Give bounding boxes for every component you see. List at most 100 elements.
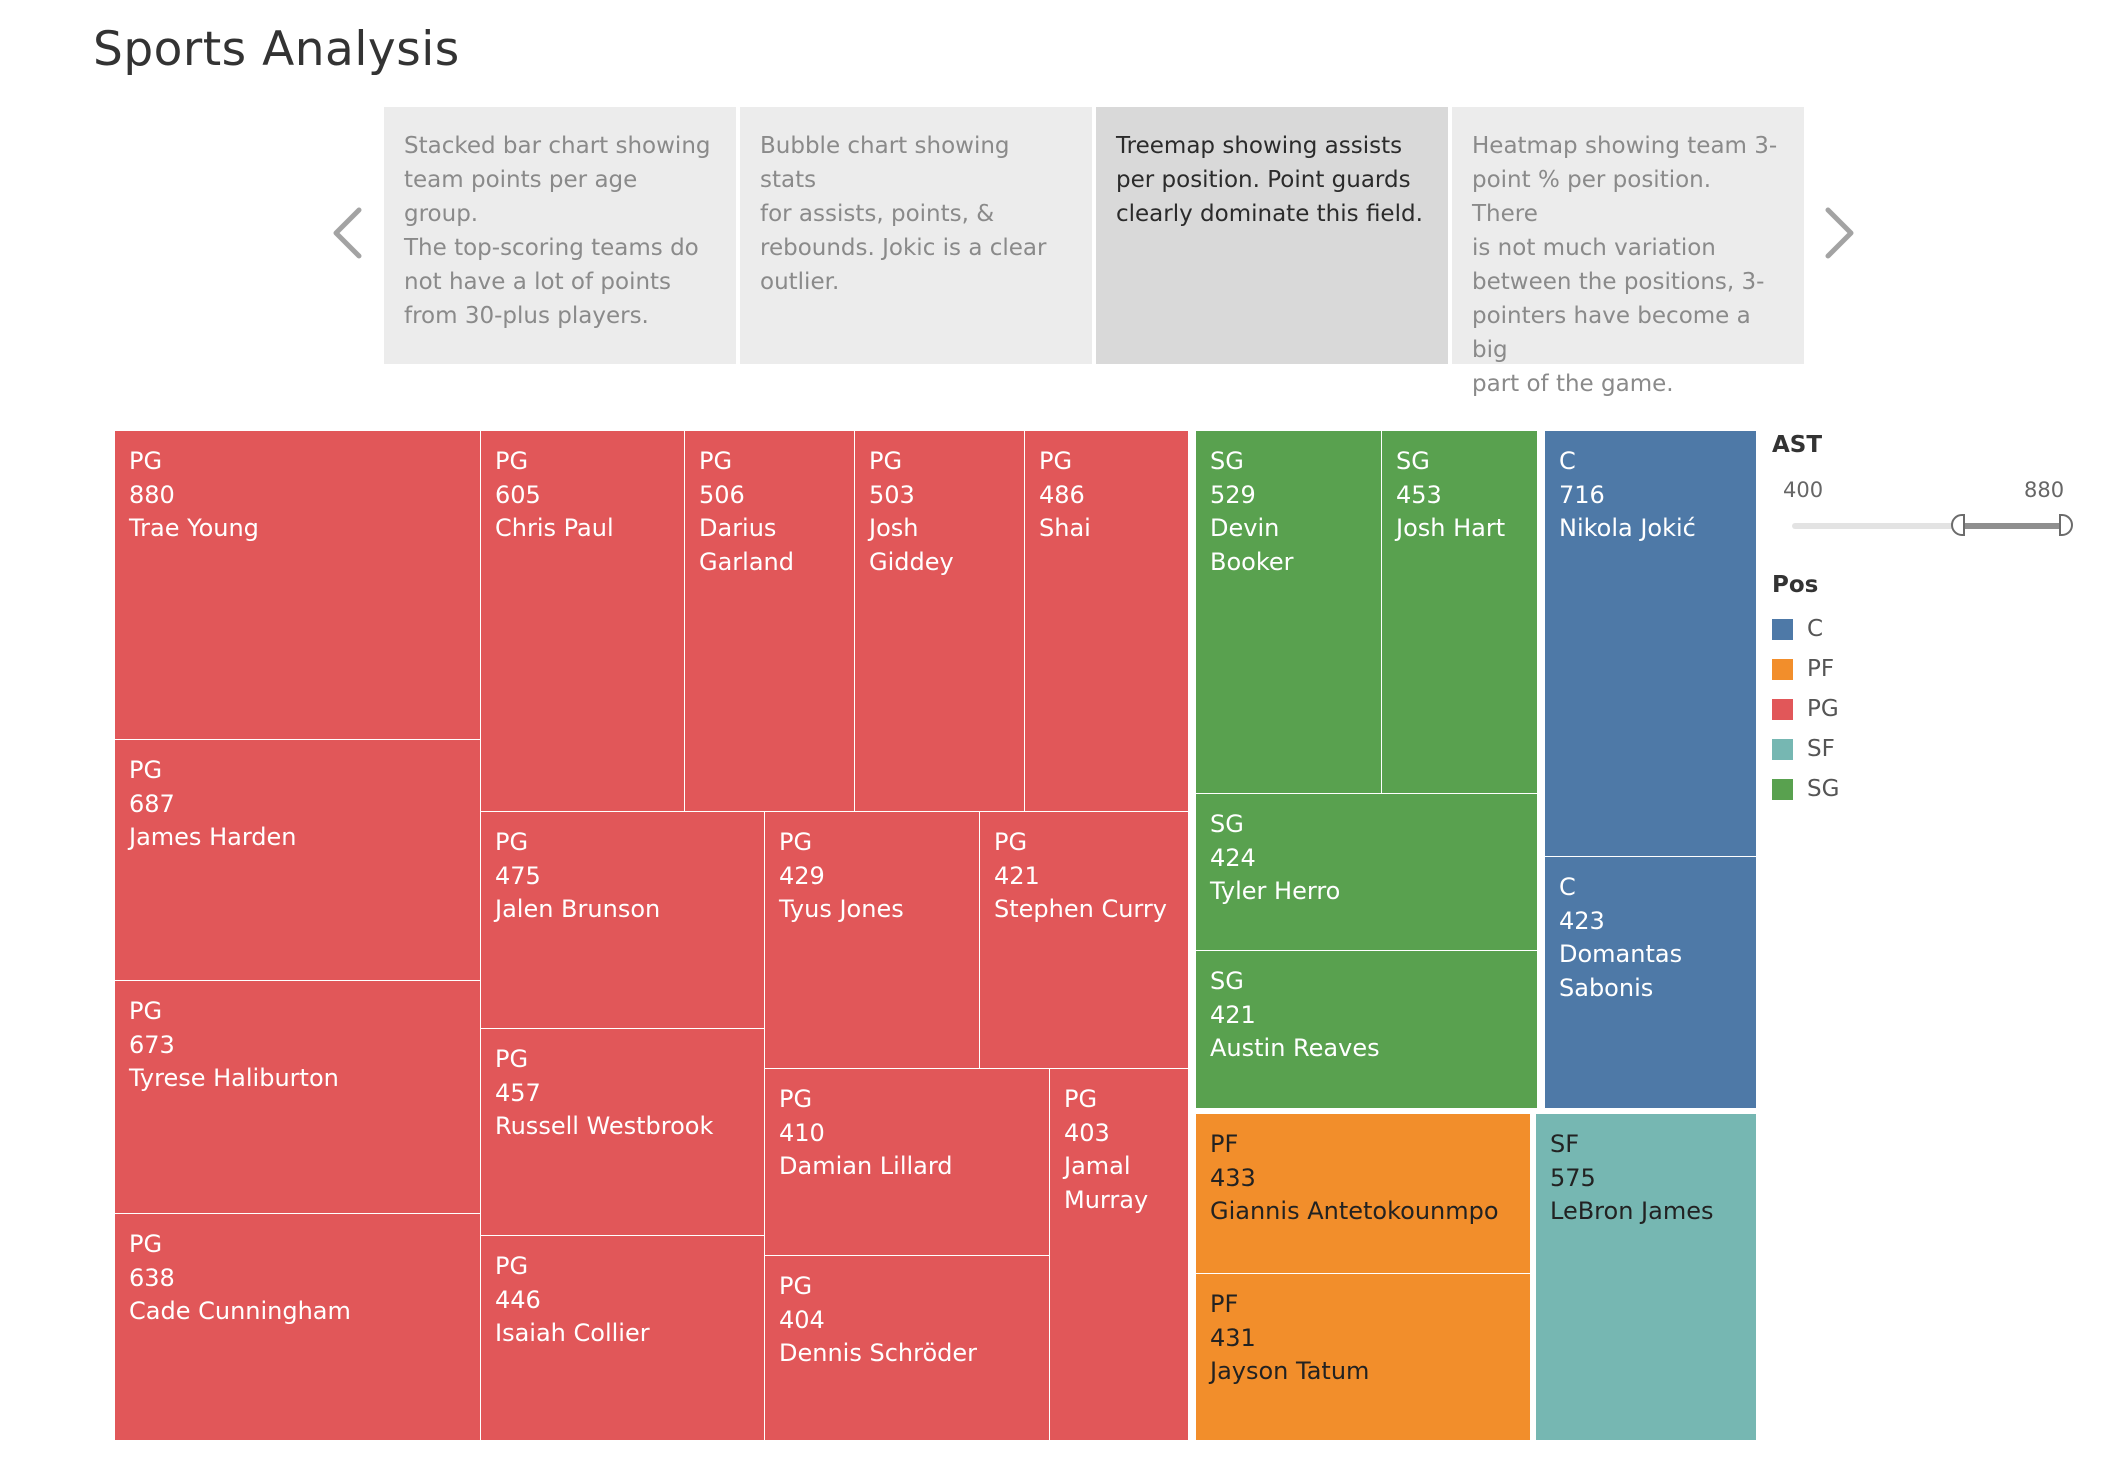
tile-player-name: Domantas Sabonis — [1559, 940, 1683, 1002]
legend-swatch — [1772, 619, 1793, 640]
treemap-tile[interactable]: PG 404 Dennis Schröder — [765, 1256, 1049, 1440]
tile-player-name: Cade Cunningham — [129, 1297, 351, 1325]
treemap-tile[interactable]: PG 880 Trae Young — [115, 431, 480, 739]
ast-filter-track[interactable] — [1792, 523, 2057, 529]
tile-assists-value: 403 — [1064, 1118, 1110, 1147]
legend-label: SF — [1807, 736, 1835, 762]
treemap-tile[interactable]: PG 506 Darius Garland — [685, 431, 854, 811]
tile-position-label: PG — [699, 447, 733, 475]
treemap-tile[interactable]: SG 453 Josh Hart — [1382, 431, 1537, 793]
story-point-2[interactable]: Bubble chart showing stats for assists, … — [740, 107, 1092, 364]
tile-player-name: Tyler Herro — [1210, 877, 1341, 905]
treemap-tile[interactable]: SG 529 Devin Booker — [1196, 431, 1381, 793]
treemap-tile[interactable]: PG 475 Jalen Brunson — [481, 812, 764, 1028]
tile-player-name: Chris Paul — [495, 514, 614, 542]
tile-position-label: PG — [994, 828, 1028, 856]
story-point-3[interactable]: Treemap showing assists per position. Po… — [1096, 107, 1448, 364]
legend-label: PF — [1807, 656, 1835, 682]
treemap-tile[interactable]: PG 403 Jamal Murray — [1050, 1069, 1188, 1440]
treemap-tile[interactable]: PG 429 Tyus Jones — [765, 812, 979, 1068]
treemap-tile[interactable]: PF 431 Jayson Tatum — [1196, 1274, 1530, 1440]
legend-label: PG — [1807, 696, 1839, 722]
tile-assists-value: 638 — [129, 1263, 175, 1292]
tile-player-name: Giannis Antetokounmpo — [1210, 1197, 1499, 1225]
treemap-tile[interactable]: PG 457 Russell Westbrook — [481, 1029, 764, 1235]
tile-position-label: PG — [779, 1272, 813, 1300]
tile-assists-value: 429 — [779, 861, 825, 890]
tile-assists-value: 880 — [129, 480, 175, 509]
treemap-tile[interactable]: PG 421 Stephen Curry — [980, 812, 1188, 1068]
tile-position-label: SG — [1210, 967, 1244, 995]
legend-swatch — [1772, 779, 1793, 800]
tile-position-label: PG — [1039, 447, 1073, 475]
tile-player-name: Jalen Brunson — [495, 895, 661, 923]
tile-player-name: Dennis Schröder — [779, 1339, 977, 1367]
treemap-tile[interactable]: PG 446 Isaiah Collier — [481, 1236, 764, 1440]
tile-position-label: PG — [129, 1230, 163, 1258]
treemap-tile[interactable]: SG 421 Austin Reaves — [1196, 951, 1537, 1108]
tile-player-name: Stephen Curry — [994, 895, 1167, 923]
treemap-tile[interactable]: PG 687 James Harden — [115, 740, 480, 980]
tile-player-name: Jamal Murray — [1064, 1152, 1149, 1214]
tile-position-label: SG — [1396, 447, 1430, 475]
treemap-tile[interactable]: PG 486 Shai — [1025, 431, 1188, 811]
treemap-tile[interactable]: PG 410 Damian Lillard — [765, 1069, 1049, 1255]
legend-title: Pos — [1772, 572, 1819, 598]
tile-assists-value: 457 — [495, 1078, 541, 1107]
tile-position-label: SG — [1210, 810, 1244, 838]
tile-assists-value: 421 — [1210, 1000, 1256, 1029]
tile-player-name: Devin Booker — [1210, 514, 1294, 576]
legend-label: SG — [1807, 776, 1840, 802]
tile-player-name: Trae Young — [129, 514, 259, 542]
tile-position-label: SF — [1550, 1130, 1580, 1158]
tile-position-label: PG — [129, 756, 163, 784]
treemap-tile[interactable]: C 716 Nikola Jokić — [1545, 431, 1756, 856]
tile-position-label: PG — [779, 828, 813, 856]
tile-player-name: Isaiah Collier — [495, 1319, 650, 1347]
tile-assists-value: 404 — [779, 1305, 825, 1334]
tile-player-name: Russell Westbrook — [495, 1112, 714, 1140]
tile-assists-value: 575 — [1550, 1163, 1596, 1192]
tile-player-name: Nikola Jokić — [1559, 514, 1696, 542]
tile-assists-value: 529 — [1210, 480, 1256, 509]
ast-filter-min-handle[interactable] — [1951, 514, 1965, 536]
tile-player-name: Shai — [1039, 514, 1091, 542]
treemap-tile[interactable]: PF 433 Giannis Antetokounmpo — [1196, 1114, 1530, 1273]
page-title: Sports Analysis — [93, 22, 460, 77]
ast-filter-min-label: 400 — [1783, 478, 1824, 502]
legend-swatch — [1772, 739, 1793, 760]
ast-filter-max-label: 880 — [2024, 478, 2065, 502]
treemap-tile[interactable]: PG 638 Cade Cunningham — [115, 1214, 480, 1440]
tile-player-name: Josh Hart — [1396, 514, 1506, 542]
story-point-1[interactable]: Stacked bar chart showing team points pe… — [384, 107, 736, 364]
next-story-button[interactable] — [1811, 202, 1861, 264]
treemap-tile[interactable]: PG 673 Tyrese Haliburton — [115, 981, 480, 1213]
tile-position-label: C — [1559, 447, 1576, 475]
tile-assists-value: 475 — [495, 861, 541, 890]
chevron-right-icon — [1825, 207, 1854, 259]
tile-assists-value: 506 — [699, 480, 745, 509]
tile-assists-value: 453 — [1396, 480, 1442, 509]
tile-position-label: PF — [1210, 1130, 1239, 1158]
tile-position-label: PG — [495, 1252, 529, 1280]
tile-player-name: Jayson Tatum — [1210, 1357, 1370, 1385]
tile-assists-value: 716 — [1559, 480, 1605, 509]
tile-position-label: PG — [495, 447, 529, 475]
tile-player-name: Austin Reaves — [1210, 1034, 1380, 1062]
story-point-4[interactable]: Heatmap showing team 3- point % per posi… — [1452, 107, 1804, 397]
legend-swatch — [1772, 659, 1793, 680]
tile-assists-value: 503 — [869, 480, 915, 509]
tile-position-label: PG — [495, 1045, 529, 1073]
treemap-tile[interactable]: PG 605 Chris Paul — [481, 431, 684, 811]
tile-assists-value: 446 — [495, 1285, 541, 1314]
prev-story-button[interactable] — [326, 202, 376, 264]
legend-label: C — [1807, 616, 1824, 642]
treemap-tile[interactable]: PG 503 Josh Giddey — [855, 431, 1024, 811]
treemap-tile[interactable]: SG 424 Tyler Herro — [1196, 794, 1537, 950]
treemap-tile[interactable]: SF 575 LeBron James — [1536, 1114, 1756, 1440]
tile-position-label: PG — [129, 997, 163, 1025]
treemap-tile[interactable]: C 423 Domantas Sabonis — [1545, 857, 1756, 1108]
tile-assists-value: 687 — [129, 789, 175, 818]
ast-filter-max-handle[interactable] — [2059, 514, 2073, 536]
